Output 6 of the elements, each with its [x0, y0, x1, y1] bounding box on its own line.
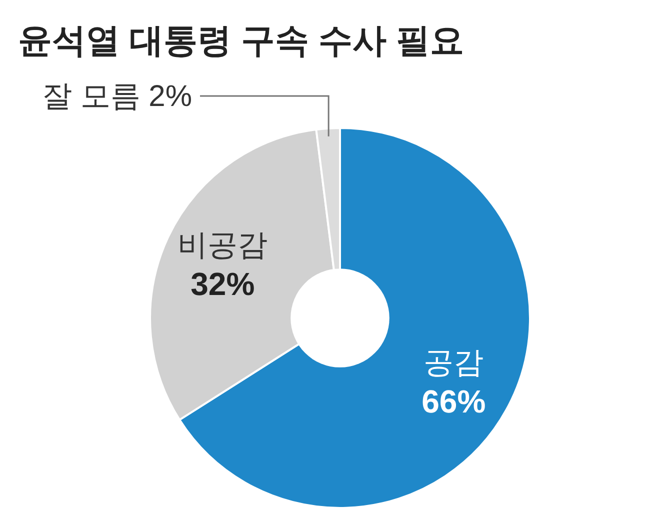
slice-label: 비공감	[178, 228, 268, 262]
slice-label: 잘 모름 2%	[42, 80, 192, 113]
data-label: 32%	[190, 266, 255, 302]
data-label: 66%	[422, 383, 486, 420]
slice-label: 공감	[424, 346, 484, 380]
chart-title: 윤석열 대통령 구속 수사 필요	[18, 22, 464, 60]
